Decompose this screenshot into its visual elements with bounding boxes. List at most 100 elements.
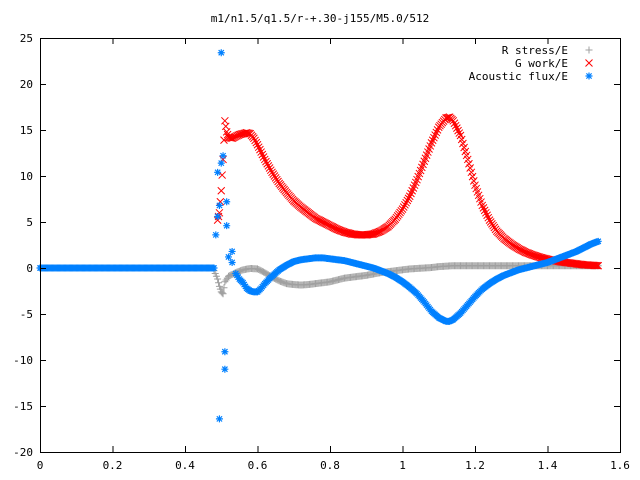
data-point: [219, 290, 227, 298]
data-point: [228, 247, 236, 255]
data-point: [398, 205, 407, 213]
data-point: [591, 261, 600, 270]
y-tick-label: -15: [13, 400, 33, 413]
data-point: [217, 186, 226, 195]
data-point: [257, 148, 265, 156]
data-point: [243, 129, 252, 137]
chart-title: m1/n1.5/q1.5/r-+.30-j155/M5.0/512: [211, 12, 430, 25]
data-point: [430, 133, 438, 142]
legend-label: R stress/E: [502, 44, 568, 57]
data-point: [585, 46, 593, 54]
data-point: [454, 126, 462, 135]
data-point: [217, 159, 225, 167]
data-point: [431, 131, 439, 139]
data-point: [219, 152, 227, 160]
data-point: [210, 264, 218, 272]
data-point: [427, 139, 436, 147]
y-tick-label: 20: [20, 78, 33, 91]
data-point: [222, 127, 231, 136]
data-point: [214, 168, 222, 176]
data-point: [449, 116, 458, 125]
data-point: [253, 140, 262, 149]
data-point: [453, 124, 461, 133]
legend-label: G work/E: [515, 57, 568, 70]
series-0: [210, 262, 602, 298]
series-2: [36, 49, 602, 423]
data-point: [463, 155, 472, 164]
data-point: [451, 121, 460, 130]
data-point: [220, 284, 228, 292]
data-point: [455, 129, 464, 137]
data-point: [215, 201, 223, 209]
data-point: [428, 136, 437, 145]
data-point: [263, 159, 272, 168]
data-point: [483, 211, 491, 220]
data-point: [252, 138, 261, 147]
data-point: [594, 261, 603, 270]
data-point: [214, 212, 222, 220]
data-point: [220, 136, 228, 144]
data-point: [266, 166, 275, 175]
data-point: [484, 213, 493, 222]
data-point: [262, 157, 270, 166]
x-tick-label: 1.6: [610, 459, 630, 472]
data-point: [215, 415, 223, 423]
data-point: [469, 177, 478, 185]
data-point: [468, 172, 477, 181]
data-point: [404, 194, 413, 203]
x-tick-label: 1.2: [465, 459, 485, 472]
data-point: [221, 348, 229, 356]
y-tick-label: -10: [13, 354, 33, 367]
data-point: [217, 49, 225, 57]
data-point: [258, 150, 267, 159]
y-tick-label: -5: [20, 308, 33, 321]
data-point: [212, 231, 220, 239]
data-point: [225, 253, 232, 261]
data-point: [432, 128, 441, 137]
data-point: [403, 196, 412, 205]
y-tick-label: 15: [20, 124, 33, 137]
data-point: [482, 208, 490, 217]
data-point: [223, 222, 231, 230]
axes: 0 0.2 0.4 0.6 0.8 1 1.2 1.4 1.6 -20 -15 -10 -5 0 5 10 15…: [13, 32, 630, 472]
data-point: [590, 261, 599, 270]
data-point: [214, 275, 222, 283]
data-point: [593, 261, 601, 270]
data-point: [402, 198, 410, 207]
data-point: [465, 159, 473, 168]
data-point: [467, 168, 476, 177]
x-tick-label: 0.4: [175, 459, 195, 472]
data-point: [478, 201, 487, 210]
data-point: [585, 59, 593, 67]
data-point: [479, 204, 488, 212]
y-tick-label: 5: [26, 216, 33, 229]
data-point: [215, 279, 223, 287]
data-point: [256, 145, 264, 154]
data-point: [223, 198, 231, 206]
y-tick-label: -20: [13, 446, 33, 459]
y-tick-label: 25: [20, 32, 33, 45]
data-point: [260, 155, 269, 164]
data-point: [399, 203, 408, 211]
data-point: [444, 113, 453, 122]
data-point: [218, 289, 226, 297]
data-point: [228, 258, 236, 266]
x-tick-label: 1.4: [538, 459, 558, 472]
plot-frame: [40, 38, 621, 453]
y-tick-label: 10: [20, 170, 33, 183]
data-point: [221, 365, 229, 373]
data-point: [585, 72, 593, 80]
data-point: [254, 143, 263, 152]
data-point: [594, 237, 602, 245]
x-tick-label: 0: [37, 459, 44, 472]
data-point: [466, 164, 475, 172]
data-point: [251, 136, 259, 145]
x-tick-label: 0.2: [103, 459, 123, 472]
x-tick-label: 0.8: [320, 459, 340, 472]
data-point: [265, 164, 274, 172]
x-tick-label: 1: [399, 459, 406, 472]
data-point: [375, 227, 384, 236]
plot-area: [36, 49, 603, 423]
